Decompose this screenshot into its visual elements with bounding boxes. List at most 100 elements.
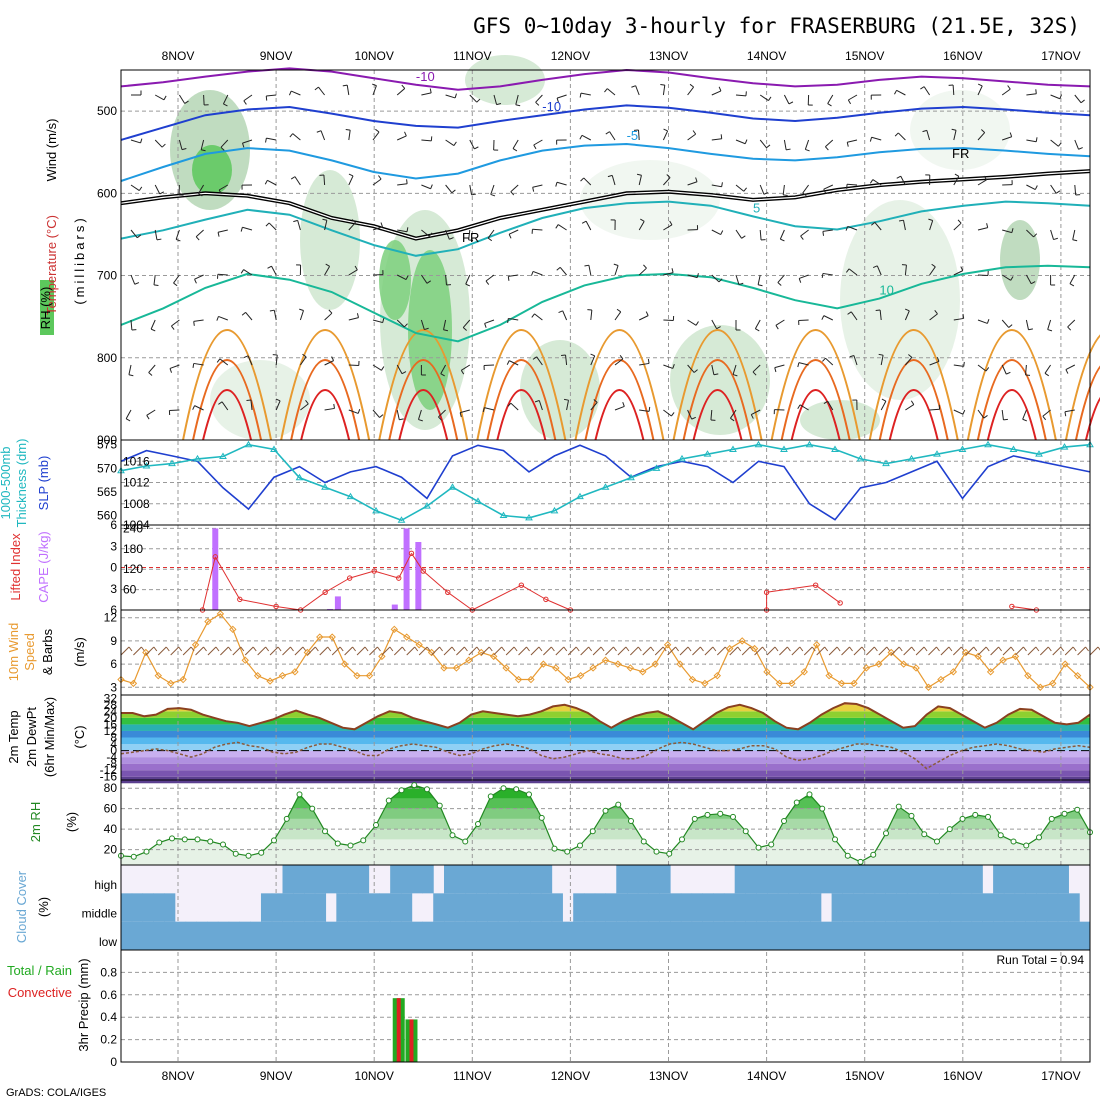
- upper-wind-barb-flag: [593, 399, 598, 403]
- upper-wind-barb: [396, 274, 407, 280]
- wind10-barb: [443, 646, 453, 656]
- upper-wind-barb: [487, 229, 495, 239]
- upper-wind-barb: [1074, 184, 1077, 196]
- rh2m-point: [908, 812, 915, 819]
- thickness-marker: [933, 450, 941, 457]
- upper-wind-barb: [421, 92, 432, 96]
- upper-wind-barb: [977, 364, 987, 372]
- wind10-marker: [390, 625, 399, 634]
- cloud-cell: [1025, 921, 1037, 950]
- upper-wind-barb-flag: [1022, 418, 1028, 422]
- upper-wind-barb: [266, 94, 277, 97]
- upper-wind-barb: [445, 274, 447, 286]
- upper-wind-barb-flag: [404, 131, 407, 137]
- thickness-marker: [958, 445, 967, 452]
- cloud-cell: [217, 921, 230, 950]
- upper-wind-barb: [977, 409, 985, 419]
- upper-wind-barb-flag: [275, 398, 281, 402]
- cloud-cell: [444, 893, 456, 922]
- thickness-marker: [346, 492, 355, 500]
- upper-wind-barb: [953, 222, 962, 231]
- li-line: [202, 556, 216, 611]
- rh2m-point: [500, 785, 507, 792]
- cloud-cell: [863, 865, 876, 894]
- label-total-rain: Total / Rain: [7, 963, 72, 978]
- cloud-cell: [960, 865, 973, 894]
- wind10-barb-flag: [911, 646, 916, 652]
- upper-wind-barb-flag: [451, 189, 456, 194]
- rh-shading: [1000, 220, 1040, 300]
- temp2m-line: [121, 702, 1091, 731]
- cloud-cell: [702, 921, 714, 950]
- isotherm-line: [120, 264, 1091, 343]
- wind10-barb: [232, 646, 242, 656]
- wind10-marker: [614, 660, 622, 668]
- cloud-cell: [917, 921, 929, 950]
- wind10-barb: [704, 646, 714, 656]
- temp-tick: -16: [100, 770, 118, 784]
- upper-wind-barb: [566, 400, 569, 411]
- upper-wind-barb-flag: [732, 374, 738, 377]
- upper-wind-barb-flag: [424, 327, 429, 331]
- cloud-cell: [885, 921, 897, 950]
- cloud-cell: [293, 893, 305, 922]
- rh-band: [121, 808, 1090, 819]
- precip-tick: 0.8: [100, 965, 117, 979]
- upper-wind-barb: [639, 409, 650, 412]
- upper-wind-barb: [508, 229, 519, 235]
- upper-wind-barb-flag: [797, 362, 800, 368]
- upper-wind-barb: [493, 94, 498, 105]
- upper-wind-barb-flag: [604, 88, 608, 93]
- wind10-barb: [642, 646, 652, 656]
- upper-wind-barb: [218, 315, 228, 321]
- wind10-marker: [403, 633, 411, 641]
- wind10-barb-flag: [898, 646, 903, 652]
- upper-wind-barb-flag: [198, 193, 203, 197]
- date-label-top: 17NOV: [1041, 49, 1080, 63]
- temp-warm-band: [121, 711, 1090, 718]
- upper-wind-barb-flag: [1028, 328, 1033, 331]
- cloud-cell: [1046, 893, 1059, 922]
- upper-wind-barb: [802, 184, 810, 194]
- rh2m-point: [832, 836, 838, 843]
- upper-wind-barb: [638, 175, 642, 186]
- wind10-barb: [220, 646, 229, 656]
- li-point: [396, 575, 402, 581]
- upper-wind-barb: [638, 267, 647, 276]
- upper-wind-barb: [154, 94, 165, 101]
- wind10-barb: [766, 646, 776, 656]
- upper-wind-barb-flag: [556, 266, 561, 271]
- upper-wind-barb: [508, 360, 519, 366]
- upper-wind-barb: [565, 355, 568, 366]
- upper-wind-barb-flag: [648, 406, 651, 412]
- li-line: [472, 584, 522, 611]
- slp-tick: 1008: [123, 497, 150, 511]
- cloud-cell: [271, 893, 283, 922]
- cloud-cell: [185, 921, 197, 950]
- upper-wind-barb: [318, 86, 325, 96]
- label-cloud-units: (%): [36, 897, 51, 917]
- upper-wind-barb-flag: [616, 308, 622, 313]
- wind10-marker: [1011, 652, 1020, 661]
- temperature-isotherm-warm: [868, 329, 959, 441]
- li-line: [300, 591, 326, 611]
- upper-wind-barb-flag: [689, 83, 694, 88]
- cloud-cell: [325, 921, 337, 950]
- wind10-barb: [828, 646, 838, 656]
- wind-tick: 12: [104, 611, 118, 625]
- upper-wind-barb: [905, 404, 915, 411]
- cloud-cell: [982, 921, 994, 950]
- wind10-barb-flag: [613, 646, 617, 652]
- cloud-cell: [519, 893, 531, 922]
- wind10-barb: [555, 646, 565, 656]
- upper-wind-barb-flag: [342, 84, 348, 87]
- upper-wind-barb: [711, 229, 721, 235]
- li-point: [322, 589, 328, 595]
- upper-wind-barb: [175, 229, 180, 240]
- wind10-barb: [195, 646, 204, 656]
- li-line: [239, 598, 277, 607]
- cloud-cell: [777, 893, 790, 922]
- cloud-cell: [476, 865, 488, 894]
- temp-band: [121, 750, 1090, 758]
- upper-wind-barb: [372, 226, 383, 231]
